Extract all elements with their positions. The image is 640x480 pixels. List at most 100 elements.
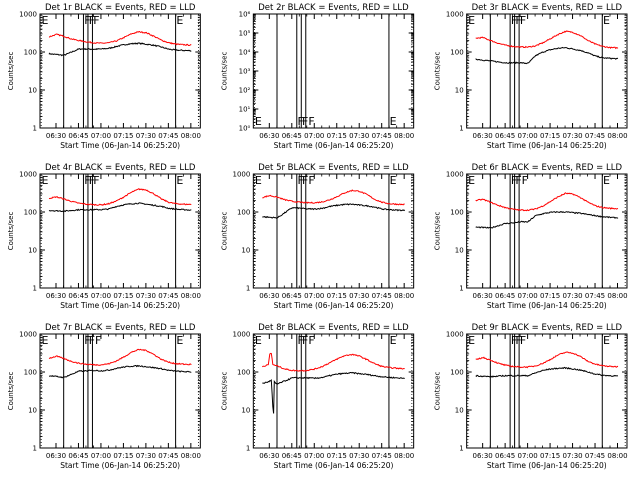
x-tick-label: 07:30 — [349, 452, 369, 460]
y-tick-label: 1000 — [19, 171, 37, 179]
x-axis-label: Start Time (06-Jan-14 06:25:20) — [274, 301, 394, 310]
panel-title: Det 1r BLACK = Events, RED = LLD — [45, 3, 196, 13]
x-tick-label: 07:15 — [113, 132, 133, 140]
event-label: E — [390, 334, 397, 347]
event-label: E — [41, 174, 48, 187]
lld-rate-line — [48, 188, 192, 207]
y-tick-label: 100 — [237, 209, 250, 217]
x-tick-label: 07:45 — [158, 292, 178, 300]
panel-2: Det 2r BLACK = Events, RED = LLD 10⁰ 10¹ 10… — [220, 3, 414, 150]
event-label: E — [176, 334, 183, 347]
y-tick-label: 10⁶ — [239, 11, 251, 19]
y-tick-label: 1 — [33, 285, 37, 293]
event-label: F — [520, 334, 526, 347]
plot-frame — [39, 333, 201, 449]
x-tick-label: 07:00 — [518, 292, 538, 300]
panel-9: Det 9r BLACK = Events, RED = LLD 1 10 100 10… — [434, 323, 628, 470]
event-label: E — [390, 174, 397, 187]
event-label: E — [603, 14, 610, 27]
x-tick-label: 06:45 — [282, 292, 302, 300]
x-tick-label: 08:00 — [394, 132, 414, 140]
x-tick-label: 07:15 — [327, 132, 347, 140]
event-label: F — [93, 174, 99, 187]
lld-rate-line — [48, 30, 192, 46]
y-tick-label: 1000 — [19, 331, 37, 339]
event-label: F — [520, 14, 526, 27]
plot-frame — [466, 333, 628, 449]
event-label: E — [603, 334, 610, 347]
event-label: E — [390, 115, 397, 128]
x-tick-label: 07:15 — [327, 452, 347, 460]
y-tick-label: 1 — [33, 125, 37, 133]
y-tick-label: 10 — [28, 407, 37, 415]
y-tick-label: 1000 — [446, 11, 464, 19]
x-tick-label: 08:00 — [394, 452, 414, 460]
x-axis-label: Start Time (06-Jan-14 06:25:20) — [60, 301, 180, 310]
panel-title: Det 9r BLACK = Events, RED = LLD — [472, 323, 623, 333]
event-label: FF — [302, 334, 315, 347]
y-axis-label: Counts/sec — [220, 372, 228, 411]
event-rate-line — [475, 366, 619, 378]
x-tick-label: 07:30 — [136, 452, 156, 460]
x-tick-label: 07:00 — [304, 132, 324, 140]
y-tick-label: 10 — [241, 247, 250, 255]
event-label: E — [176, 14, 183, 27]
lld-rate-line — [48, 348, 192, 366]
event-label: F — [298, 334, 304, 347]
event-label: E — [41, 14, 48, 27]
panel-title: Det 4r BLACK = Events, RED = LLD — [45, 163, 196, 173]
plot-frame — [466, 13, 628, 129]
x-tick-label: 07:45 — [585, 452, 605, 460]
y-tick-label: 10² — [239, 87, 251, 95]
x-tick-label: 06:30 — [259, 292, 279, 300]
y-axis-label: Counts/sec — [434, 212, 442, 251]
event-label: E — [468, 174, 475, 187]
event-label: F — [93, 14, 99, 27]
y-tick-label: 1 — [459, 285, 463, 293]
event-rate-line — [262, 203, 406, 219]
y-axis-label: Counts/sec — [7, 212, 15, 251]
plot-frame — [39, 13, 201, 129]
event-label: E — [603, 174, 610, 187]
x-tick-label: 07:00 — [91, 452, 111, 460]
y-tick-label: 100 — [450, 49, 463, 57]
event-label: E — [41, 334, 48, 347]
x-axis-label: Start Time (06-Jan-14 06:25:20) — [487, 461, 607, 470]
panel-title: Det 6r BLACK = Events, RED = LLD — [472, 163, 623, 173]
x-tick-label: 07:15 — [540, 132, 560, 140]
x-axis-label: Start Time (06-Jan-14 06:25:20) — [60, 141, 180, 150]
lld-rate-line — [475, 351, 619, 369]
y-tick-label: 100 — [450, 369, 463, 377]
x-axis-label: Start Time (06-Jan-14 06:25:20) — [60, 461, 180, 470]
event-label: F — [298, 174, 304, 187]
y-tick-label: 1 — [459, 125, 463, 133]
y-tick-label: 10 — [241, 407, 250, 415]
x-axis-label: Start Time (06-Jan-14 06:25:20) — [274, 461, 394, 470]
panel-1: Det 1r BLACK = Events, RED = LLD 1 10 100 10… — [7, 3, 201, 150]
x-tick-label: 06:30 — [46, 292, 66, 300]
x-axis-label: Start Time (06-Jan-14 06:25:20) — [487, 301, 607, 310]
y-tick-label: 10 — [28, 247, 37, 255]
event-label: F — [84, 174, 90, 187]
x-tick-label: 07:30 — [136, 292, 156, 300]
x-tick-label: 06:30 — [259, 132, 279, 140]
y-tick-label: 1 — [246, 445, 250, 453]
x-tick-label: 06:45 — [495, 292, 515, 300]
x-tick-label: 07:45 — [158, 132, 178, 140]
x-tick-label: 07:30 — [562, 292, 582, 300]
event-label: F — [511, 174, 517, 187]
y-axis-label: Counts/sec — [7, 52, 15, 91]
lld-rate-line — [261, 352, 405, 372]
event-label: FF — [515, 174, 528, 187]
x-tick-label: 08:00 — [607, 132, 627, 140]
y-tick-label: 100 — [24, 369, 37, 377]
y-axis-label: Counts/sec — [7, 372, 15, 411]
panel-4: Det 4r BLACK = Events, RED = LLD 1 10 100 10… — [7, 163, 201, 310]
x-tick-label: 07:30 — [562, 132, 582, 140]
x-tick-label: 06:45 — [495, 452, 515, 460]
event-label: F — [511, 14, 517, 27]
event-label: FF — [302, 174, 315, 187]
event-label: F — [84, 334, 90, 347]
plot-frame — [466, 173, 628, 289]
y-tick-label: 1 — [459, 445, 463, 453]
